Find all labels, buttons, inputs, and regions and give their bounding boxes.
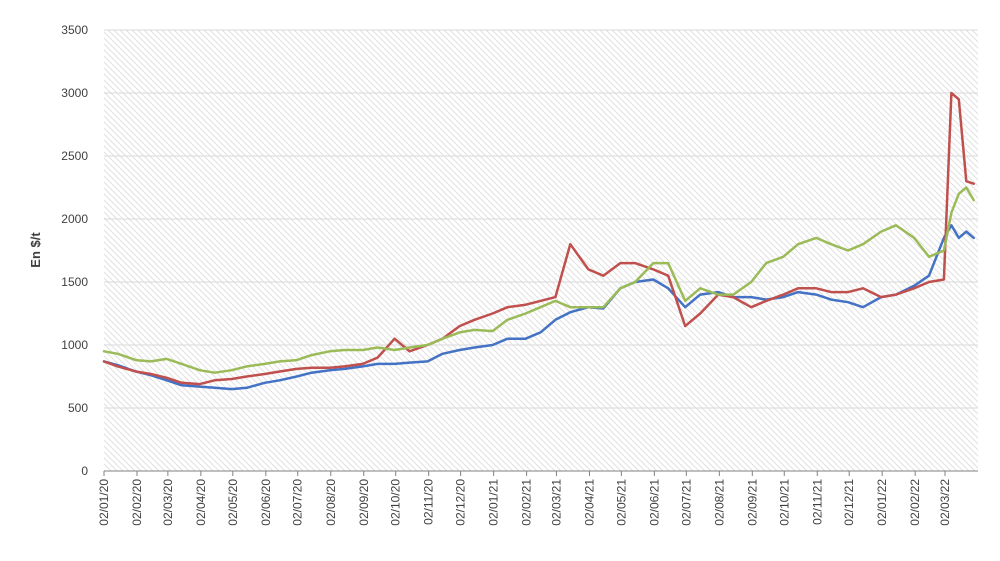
x-tick-label: 02/04/21 — [582, 479, 596, 526]
x-tick-label: 02/05/21 — [614, 479, 628, 526]
x-tick-label: 02/10/21 — [777, 479, 791, 526]
x-tick-label: 02/11/20 — [422, 479, 436, 525]
y-tick-label: 3500 — [61, 23, 88, 37]
x-tick-label: 02/04/20 — [194, 479, 208, 526]
x-tick-label: 02/06/20 — [259, 479, 273, 526]
x-axis-tick-labels: 02/01/20 02/02/20 02/03/20 02/04/20 02/05/20… — [97, 471, 952, 526]
x-tick-label: 02/08/21 — [712, 479, 726, 526]
y-tick-label: 2500 — [61, 149, 88, 163]
y-axis-tick-labels: 0 500 1000 1500 2000 2500 3000 3500 — [61, 23, 88, 478]
series-line-1 — [102, 224, 975, 391]
x-tick-label: 02/11/21 — [810, 479, 824, 525]
y-tick-label: 1500 — [61, 275, 88, 289]
x-tick-label: 02/09/21 — [745, 479, 759, 526]
x-tick-label: 02/05/20 — [226, 479, 240, 526]
x-tick-label: 02/12/20 — [454, 479, 468, 526]
y-tick-label: 1000 — [61, 338, 88, 352]
x-tick-label: 02/03/20 — [161, 479, 175, 526]
x-tick-label: 02/02/20 — [130, 479, 144, 526]
x-tick-label: 02/01/21 — [487, 479, 501, 526]
y-tick-label: 500 — [68, 401, 88, 415]
y-axis-title: En $/t — [28, 232, 43, 268]
x-tick-label: 02/12/21 — [842, 479, 856, 526]
series-line-2 — [102, 91, 975, 386]
y-tick-label: 0 — [81, 464, 88, 478]
y-tick-label: 3000 — [61, 86, 88, 100]
plot-area-background — [104, 30, 978, 471]
x-tick-label: 02/01/22 — [875, 479, 889, 526]
x-tick-label: 02/01/20 — [97, 479, 111, 526]
series-lines — [102, 91, 975, 391]
x-tick-label: 02/03/22 — [938, 479, 952, 526]
x-tick-label: 02/02/22 — [908, 479, 922, 526]
x-tick-label: 02/07/20 — [291, 479, 305, 526]
x-tick-label: 02/09/20 — [357, 479, 371, 526]
x-tick-label: 02/08/20 — [324, 479, 338, 526]
x-tick-label: 02/10/20 — [389, 479, 403, 526]
x-tick-label: 02/02/21 — [520, 479, 534, 526]
y-tick-label: 2000 — [61, 212, 88, 226]
x-tick-label: 02/03/21 — [549, 479, 563, 526]
series-line-3 — [102, 186, 975, 374]
x-tick-label: 02/07/21 — [679, 479, 693, 526]
x-tick-label: 02/06/21 — [647, 479, 661, 526]
gridlines — [104, 29, 978, 472]
